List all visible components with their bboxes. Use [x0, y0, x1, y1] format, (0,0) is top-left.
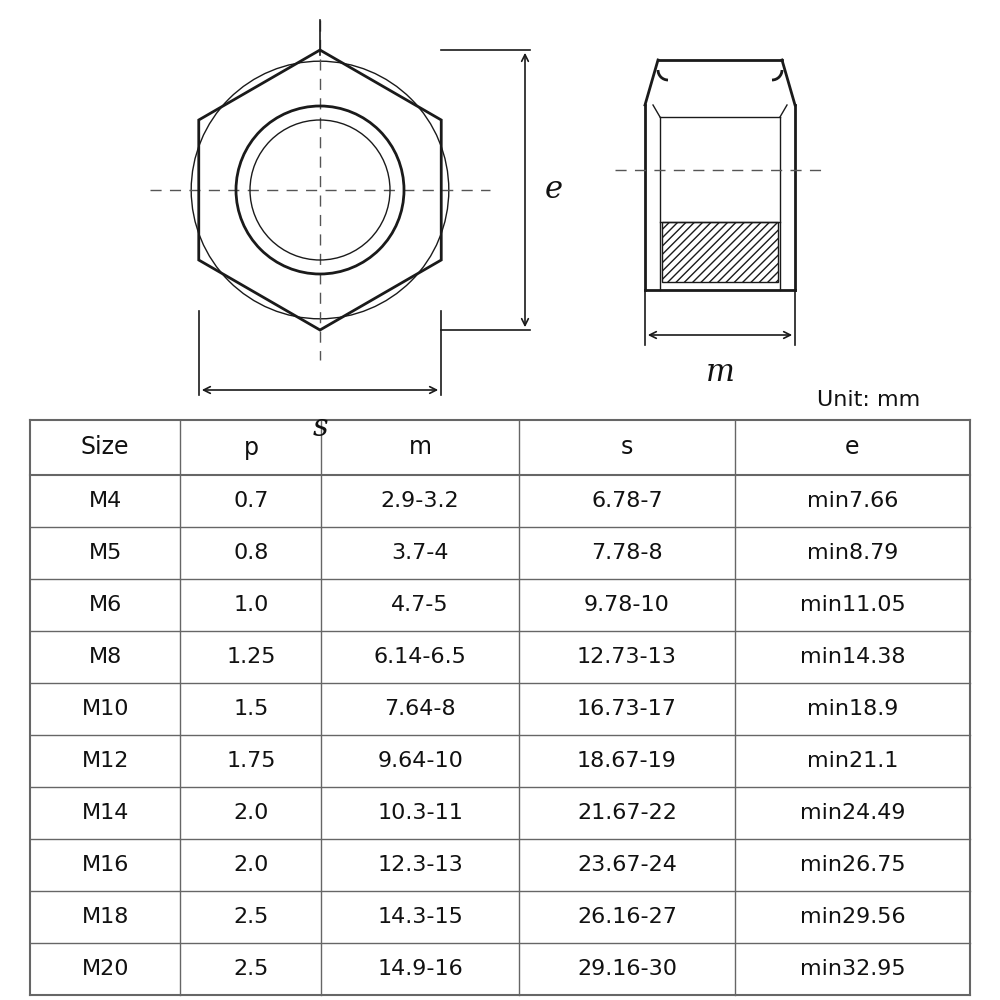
Text: e: e: [845, 436, 860, 460]
Polygon shape: [662, 222, 778, 282]
Text: m: m: [409, 436, 432, 460]
Text: Unit: mm: Unit: mm: [817, 390, 920, 410]
Text: 16.73-17: 16.73-17: [577, 699, 677, 719]
Text: 12.3-13: 12.3-13: [377, 855, 463, 875]
Text: 9.64-10: 9.64-10: [377, 751, 463, 771]
Text: 6.14-6.5: 6.14-6.5: [374, 647, 467, 667]
Text: 2.9-3.2: 2.9-3.2: [381, 491, 459, 511]
Text: 21.67-22: 21.67-22: [577, 803, 677, 823]
Text: M8: M8: [89, 647, 122, 667]
Text: 23.67-24: 23.67-24: [577, 855, 677, 875]
Text: 3.7-4: 3.7-4: [391, 543, 449, 563]
Text: 1.0: 1.0: [233, 595, 269, 615]
Text: min8.79: min8.79: [807, 543, 898, 563]
Text: 1.5: 1.5: [233, 699, 269, 719]
Text: M20: M20: [81, 959, 129, 979]
Text: min29.56: min29.56: [800, 907, 905, 927]
Text: p: p: [243, 436, 258, 460]
Text: 0.8: 0.8: [233, 543, 269, 563]
Text: M16: M16: [82, 855, 129, 875]
Text: 1.75: 1.75: [226, 751, 276, 771]
Text: 14.9-16: 14.9-16: [377, 959, 463, 979]
Text: min7.66: min7.66: [807, 491, 898, 511]
Text: 14.3-15: 14.3-15: [377, 907, 463, 927]
Text: Size: Size: [81, 436, 129, 460]
Text: 0.7: 0.7: [233, 491, 269, 511]
Text: m: m: [706, 357, 734, 388]
Text: min32.95: min32.95: [800, 959, 905, 979]
Text: 7.78-8: 7.78-8: [591, 543, 663, 563]
Text: s: s: [312, 412, 328, 443]
Text: min24.49: min24.49: [800, 803, 905, 823]
Text: M12: M12: [82, 751, 129, 771]
Text: 12.73-13: 12.73-13: [577, 647, 677, 667]
Text: M4: M4: [89, 491, 122, 511]
Text: 2.0: 2.0: [233, 855, 269, 875]
Text: 4.7-5: 4.7-5: [391, 595, 449, 615]
Text: 26.16-27: 26.16-27: [577, 907, 677, 927]
Text: 2.5: 2.5: [233, 959, 269, 979]
Text: min21.1: min21.1: [807, 751, 898, 771]
Text: 1.25: 1.25: [226, 647, 276, 667]
Text: 10.3-11: 10.3-11: [377, 803, 463, 823]
Text: 2.0: 2.0: [233, 803, 269, 823]
Text: M10: M10: [81, 699, 129, 719]
Text: min14.38: min14.38: [800, 647, 905, 667]
Text: M5: M5: [89, 543, 122, 563]
Text: e: e: [545, 174, 563, 206]
Text: s: s: [621, 436, 633, 460]
Text: 29.16-30: 29.16-30: [577, 959, 677, 979]
Text: 2.5: 2.5: [233, 907, 269, 927]
Text: min11.05: min11.05: [800, 595, 905, 615]
Text: 9.78-10: 9.78-10: [584, 595, 670, 615]
Text: M14: M14: [82, 803, 129, 823]
Text: min18.9: min18.9: [807, 699, 898, 719]
Text: 7.64-8: 7.64-8: [384, 699, 456, 719]
Text: 6.78-7: 6.78-7: [591, 491, 663, 511]
Text: min26.75: min26.75: [800, 855, 905, 875]
Text: 18.67-19: 18.67-19: [577, 751, 677, 771]
Text: M6: M6: [89, 595, 122, 615]
Text: M18: M18: [82, 907, 129, 927]
